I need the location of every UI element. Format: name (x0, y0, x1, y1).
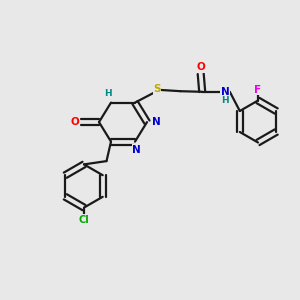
Text: O: O (70, 117, 80, 127)
Text: S: S (153, 84, 161, 94)
Text: O: O (196, 62, 205, 72)
Text: H: H (221, 96, 229, 105)
Text: Cl: Cl (79, 214, 89, 225)
Text: H: H (104, 88, 112, 98)
Text: N: N (132, 145, 141, 155)
Text: N: N (221, 87, 230, 97)
Text: N: N (152, 117, 160, 127)
Text: F: F (254, 85, 262, 95)
